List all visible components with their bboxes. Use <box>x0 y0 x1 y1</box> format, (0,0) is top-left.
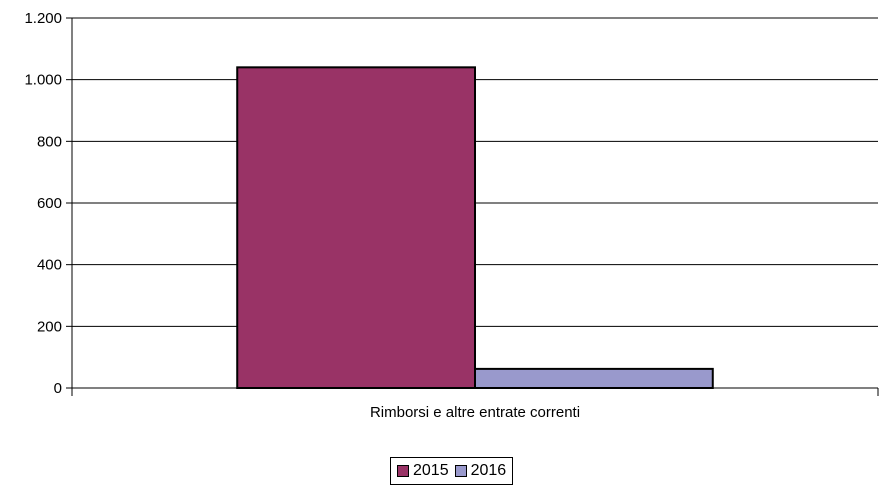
y-tick-label: 800 <box>37 133 62 150</box>
tick-labels: 0 200 400 600 800 1.000 1.200 Rimborsi e altre … <box>24 10 580 421</box>
bar-2016 <box>474 367 714 389</box>
y-tick-label: 1.000 <box>24 72 62 89</box>
legend: 2015 2016 <box>390 457 514 485</box>
y-tick-label: 600 <box>37 195 62 212</box>
y-tick-label: 1.200 <box>24 10 62 27</box>
legend-swatch-2015 <box>397 465 409 477</box>
legend-item-2015: 2015 <box>397 462 449 480</box>
bars <box>236 66 714 389</box>
legend-label-2015: 2015 <box>413 462 449 479</box>
y-tick-label: 200 <box>37 318 62 335</box>
legend-swatch-2016 <box>454 465 467 477</box>
x-tick-label: Rimborsi e altre entrate correnti <box>370 404 580 421</box>
y-tick-label: 400 <box>37 257 62 274</box>
y-tick-label: 0 <box>54 380 62 397</box>
bar-2015 <box>236 66 476 389</box>
legend-label-2016: 2016 <box>470 462 507 479</box>
legend-item-2016: 2016 <box>454 462 507 480</box>
